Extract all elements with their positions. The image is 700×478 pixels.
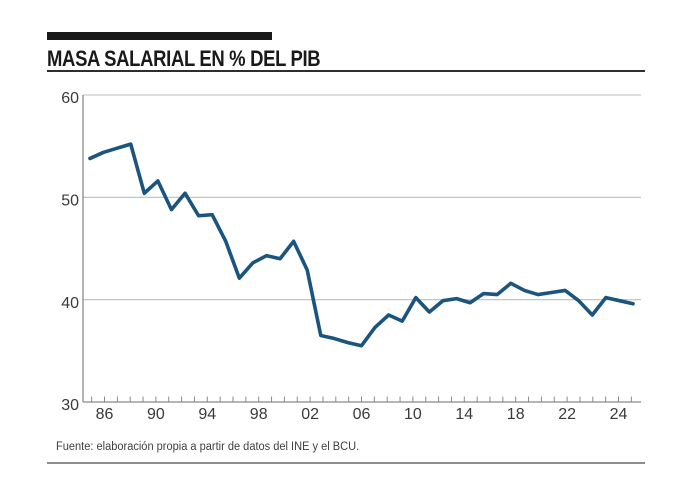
footer-rule (47, 462, 645, 464)
y-tick-label: 60 (61, 90, 79, 107)
source-note: Fuente: elaboración propia a partir de d… (56, 441, 360, 453)
x-tick-label: 14 (455, 406, 473, 423)
y-tick-label: 40 (61, 295, 79, 312)
x-tick-label: 94 (198, 406, 216, 423)
title-accent-bar (47, 32, 272, 40)
x-tick-label: 98 (250, 406, 268, 423)
y-tick-label: 50 (61, 193, 79, 210)
x-tick-label: 86 (96, 406, 114, 423)
series-line (88, 142, 635, 348)
x-tick-label: 02 (301, 406, 319, 423)
chart-title: MASA SALARIAL EN % DEL PIB (47, 46, 321, 71)
x-tick-label: 22 (558, 406, 576, 423)
x-tick-label: 24 (610, 406, 628, 423)
x-tick-label: 10 (404, 406, 422, 423)
x-tick-label: 90 (147, 406, 165, 423)
x-tick-label: 18 (507, 406, 525, 423)
y-tick-label: 30 (61, 397, 79, 414)
title-underline (47, 70, 645, 72)
x-tick-label: 06 (353, 406, 371, 423)
